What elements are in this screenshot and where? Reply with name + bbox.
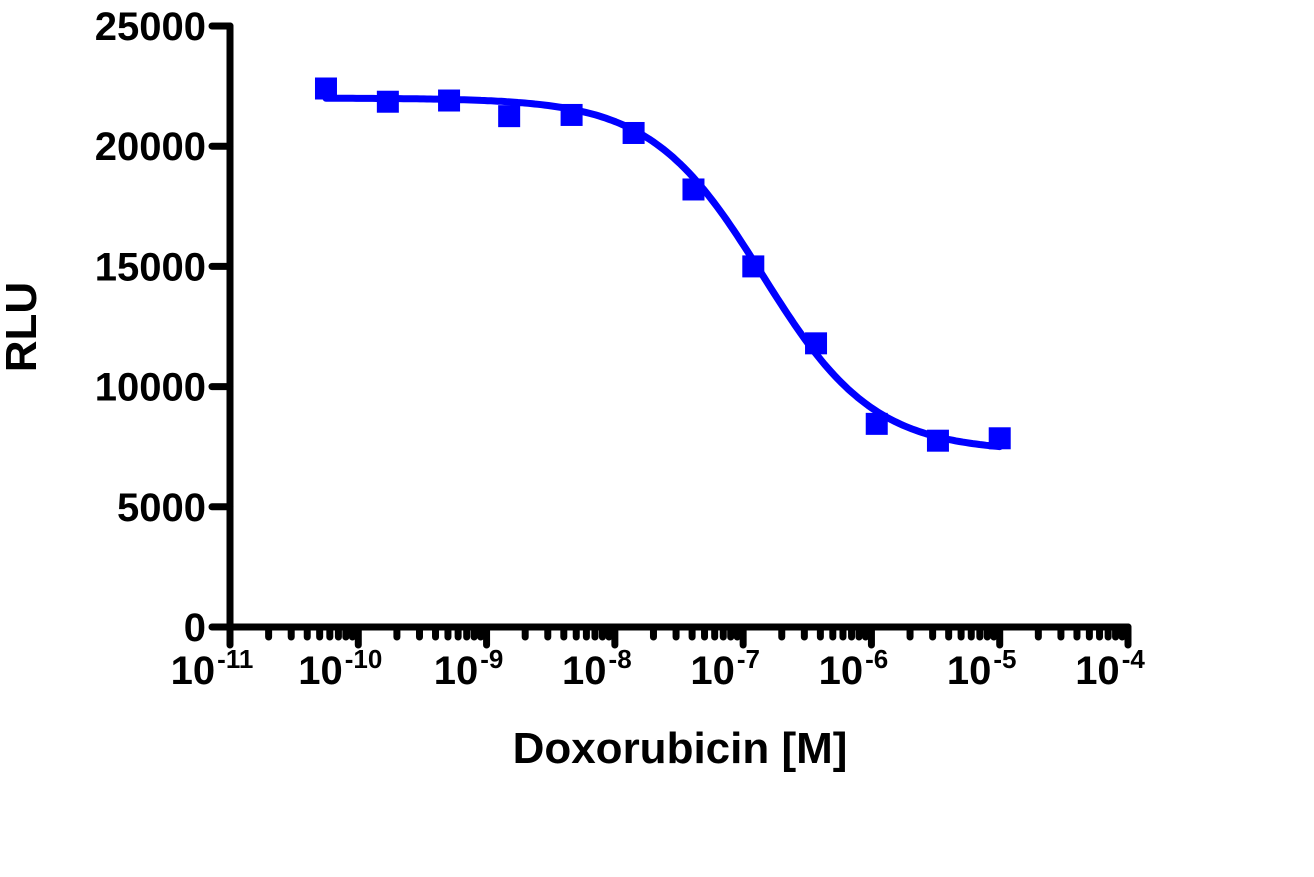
- x-tick-label: 10-5: [947, 644, 1017, 693]
- y-axis-title: RLU: [0, 282, 46, 372]
- data-points: [314, 77, 1011, 452]
- y-tick-label: 10000: [95, 366, 206, 410]
- x-tick-label: 10-6: [819, 644, 889, 693]
- data-point-marker: [742, 255, 765, 278]
- x-tick-label: 10-4: [1075, 644, 1145, 693]
- y-tick-label: 25000: [95, 5, 206, 49]
- y-tick-label: 0: [184, 606, 206, 650]
- data-point-marker: [498, 105, 521, 128]
- axes: [214, 22, 1132, 643]
- x-tick-label: 10-7: [690, 644, 760, 693]
- data-point-marker: [988, 427, 1011, 450]
- data-point-marker: [865, 412, 888, 435]
- x-tick-label: 10-10: [298, 644, 382, 693]
- x-tick-label: 10-9: [434, 644, 504, 693]
- data-point-marker: [682, 178, 705, 201]
- y-tick-labels: 0 5000 10000 15000 20000 25000: [95, 5, 206, 650]
- data-point-marker: [438, 89, 461, 112]
- axis-ticks: [208, 22, 1132, 649]
- x-axis-title: Doxorubicin [M]: [513, 724, 848, 773]
- y-tick-label: 5000: [117, 486, 206, 530]
- y-tick-label: 15000: [95, 245, 206, 289]
- data-point-marker: [622, 121, 645, 144]
- data-point-marker: [560, 103, 583, 126]
- y-tick-label: 20000: [95, 125, 206, 169]
- x-tick-labels: 10-11 10-10 10-9 10-8 10-7 10-6 10-5 10-4: [171, 644, 1146, 693]
- data-point-marker: [314, 77, 337, 100]
- x-tick-label: 10-8: [562, 644, 632, 693]
- data-point-marker: [376, 90, 399, 113]
- x-tick-label: 10-11: [171, 644, 254, 693]
- data-point-marker: [805, 332, 828, 355]
- fit-curve: [322, 94, 1004, 451]
- data-point-marker: [926, 429, 949, 452]
